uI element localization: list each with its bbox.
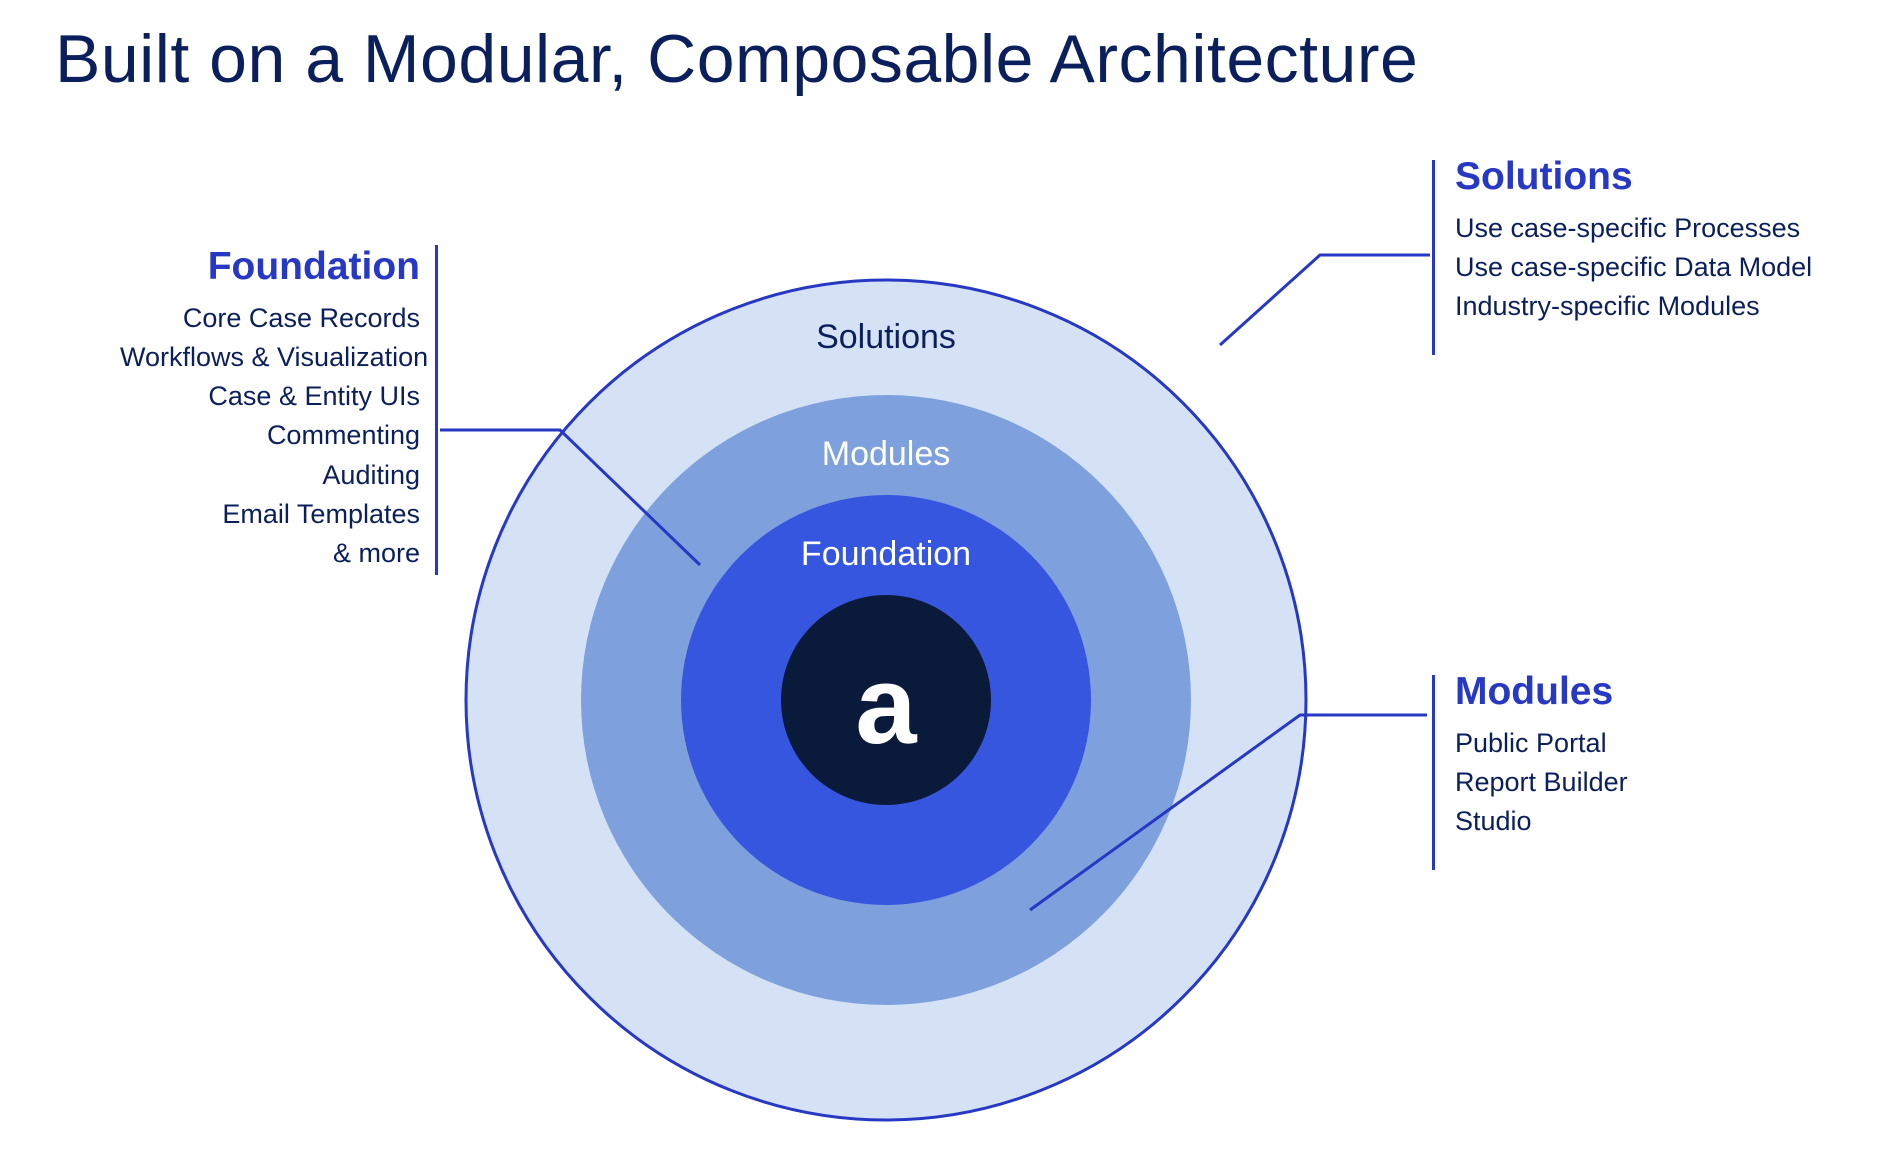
- ring-label-modules: Modules: [822, 435, 951, 474]
- ring-label-foundation: Foundation: [801, 535, 971, 574]
- callout-solutions: Solutions Use case-specific ProcessesUse …: [1455, 155, 1875, 326]
- callout-bar-solutions: [1432, 160, 1435, 355]
- callout-item: Core Case Records: [120, 299, 420, 338]
- callout-item: Use case-specific Processes: [1455, 209, 1875, 248]
- leader-modules: [1030, 715, 1427, 910]
- callout-item: Public Portal: [1455, 724, 1855, 763]
- callout-item: Commenting: [120, 416, 420, 455]
- callout-bar-foundation: [435, 245, 438, 575]
- callout-item: Auditing: [120, 456, 420, 495]
- callout-bar-modules: [1432, 675, 1435, 870]
- callout-item: Workflows & Visualization: [120, 338, 420, 377]
- callout-item: Use case-specific Data Model: [1455, 248, 1875, 287]
- ring-label-solutions: Solutions: [816, 318, 956, 357]
- callout-modules: Modules Public PortalReport BuilderStudio: [1455, 670, 1855, 841]
- core-logo: a: [855, 651, 916, 761]
- callout-heading-modules: Modules: [1455, 670, 1855, 714]
- leader-solutions: [1220, 255, 1430, 345]
- callout-foundation: Foundation Core Case RecordsWorkflows & V…: [120, 245, 420, 573]
- callout-item: Email Templates: [120, 495, 420, 534]
- callout-heading-solutions: Solutions: [1455, 155, 1875, 199]
- callout-item: Studio: [1455, 802, 1855, 841]
- callout-item: & more: [120, 534, 420, 573]
- callout-item: Report Builder: [1455, 763, 1855, 802]
- leader-foundation: [440, 430, 700, 565]
- callout-item: Case & Entity UIs: [120, 377, 420, 416]
- callout-item: Industry-specific Modules: [1455, 287, 1875, 326]
- callout-heading-foundation: Foundation: [120, 245, 420, 289]
- page-title: Built on a Modular, Composable Architect…: [55, 20, 1418, 98]
